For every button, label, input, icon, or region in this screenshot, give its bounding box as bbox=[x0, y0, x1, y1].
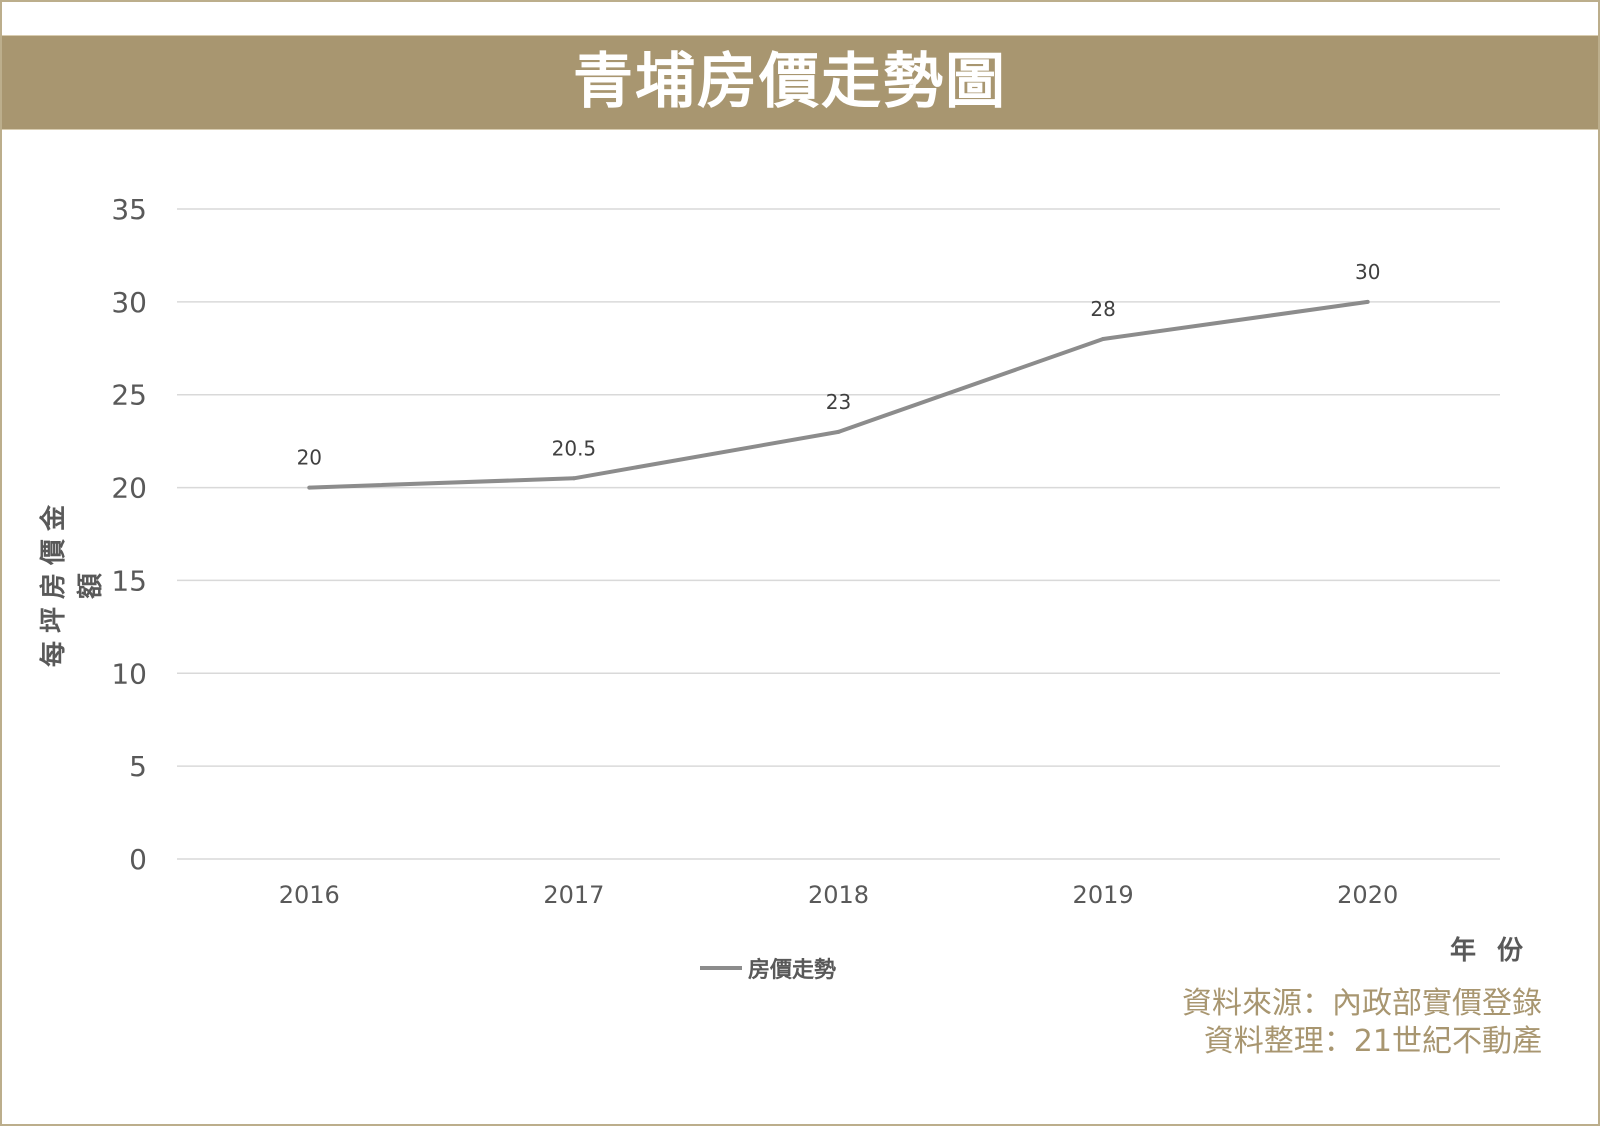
data-point bbox=[307, 485, 312, 490]
x-tick-label: 2017 bbox=[543, 881, 604, 909]
data-label: 20.5 bbox=[552, 436, 597, 460]
chart-title: 青埔房價走勢圖 bbox=[573, 47, 1007, 117]
data-point bbox=[571, 476, 576, 481]
data-point bbox=[1101, 337, 1106, 341]
data-point bbox=[1365, 299, 1370, 304]
legend: 房價走勢 bbox=[700, 952, 836, 984]
y-tick-label: 15 bbox=[111, 564, 147, 597]
y-tick-label: 10 bbox=[111, 657, 147, 690]
y-tick-label: 0 bbox=[129, 843, 147, 876]
x-tick-label: 2020 bbox=[1337, 881, 1398, 909]
y-tick-label: 30 bbox=[111, 286, 147, 319]
legend-line-swatch bbox=[700, 966, 742, 970]
x-tick-label: 2016 bbox=[279, 881, 340, 909]
title-banner: 青埔房價走勢圖 bbox=[2, 35, 1598, 130]
data-source: 資料來源：內政部實價登錄 bbox=[1182, 986, 1542, 1021]
y-axis-label: 每坪房價金額 bbox=[39, 497, 106, 668]
x-tick-label: 2018 bbox=[808, 881, 869, 909]
data-label: 20 bbox=[297, 446, 322, 470]
legend-label: 房價走勢 bbox=[748, 958, 837, 983]
x-tick-label: 2019 bbox=[1073, 881, 1134, 909]
data-label: 30 bbox=[1355, 260, 1380, 284]
y-tick-label: 20 bbox=[111, 472, 147, 505]
data-label: 23 bbox=[826, 390, 851, 414]
x-axis-label: 年 份 bbox=[1450, 936, 1530, 966]
y-tick-label: 5 bbox=[129, 750, 147, 783]
data-point bbox=[836, 429, 841, 434]
data-compiled-by: 資料整理：21世紀不動產 bbox=[1203, 1024, 1542, 1059]
credits: 資料來源：內政部實價登錄 資料整理：21世紀不動產 bbox=[1182, 985, 1542, 1061]
y-tick-label: 25 bbox=[111, 379, 147, 412]
data-label: 28 bbox=[1090, 297, 1115, 321]
y-tick-label: 35 bbox=[111, 193, 147, 226]
